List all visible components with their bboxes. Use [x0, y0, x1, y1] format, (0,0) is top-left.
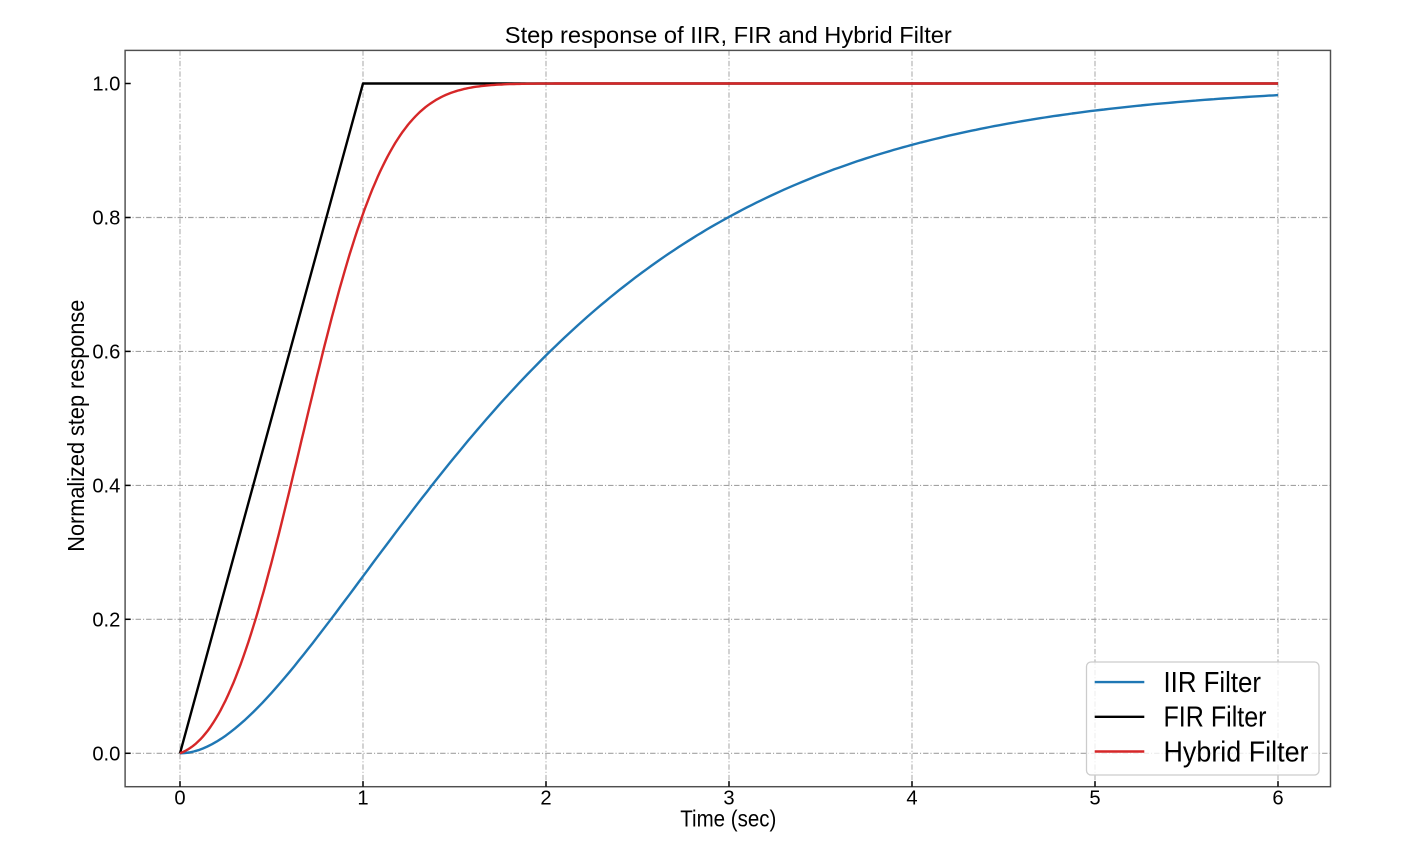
svg-text:0.0: 0.0 — [92, 743, 120, 765]
svg-text:1: 1 — [357, 788, 368, 810]
svg-text:5: 5 — [1089, 788, 1100, 810]
svg-text:1.0: 1.0 — [92, 74, 120, 96]
svg-text:FIR Filter: FIR Filter — [1164, 701, 1267, 733]
svg-text:0.8: 0.8 — [92, 208, 120, 230]
svg-text:Normalized step response: Normalized step response — [63, 300, 89, 552]
svg-text:0: 0 — [174, 788, 185, 810]
svg-text:Step response of IIR, FIR and: Step response of IIR, FIR and Hybrid Fil… — [505, 22, 952, 48]
svg-text:2: 2 — [540, 788, 551, 810]
svg-text:Hybrid Filter: Hybrid Filter — [1164, 735, 1309, 767]
svg-text:3: 3 — [723, 788, 734, 810]
svg-text:Time (sec): Time (sec) — [680, 806, 776, 832]
svg-text:4: 4 — [906, 788, 917, 810]
svg-text:0.4: 0.4 — [92, 475, 120, 497]
svg-text:6: 6 — [1272, 788, 1283, 810]
svg-text:0.2: 0.2 — [92, 609, 120, 631]
svg-text:IIR Filter: IIR Filter — [1164, 666, 1262, 698]
svg-text:0.6: 0.6 — [92, 341, 120, 363]
